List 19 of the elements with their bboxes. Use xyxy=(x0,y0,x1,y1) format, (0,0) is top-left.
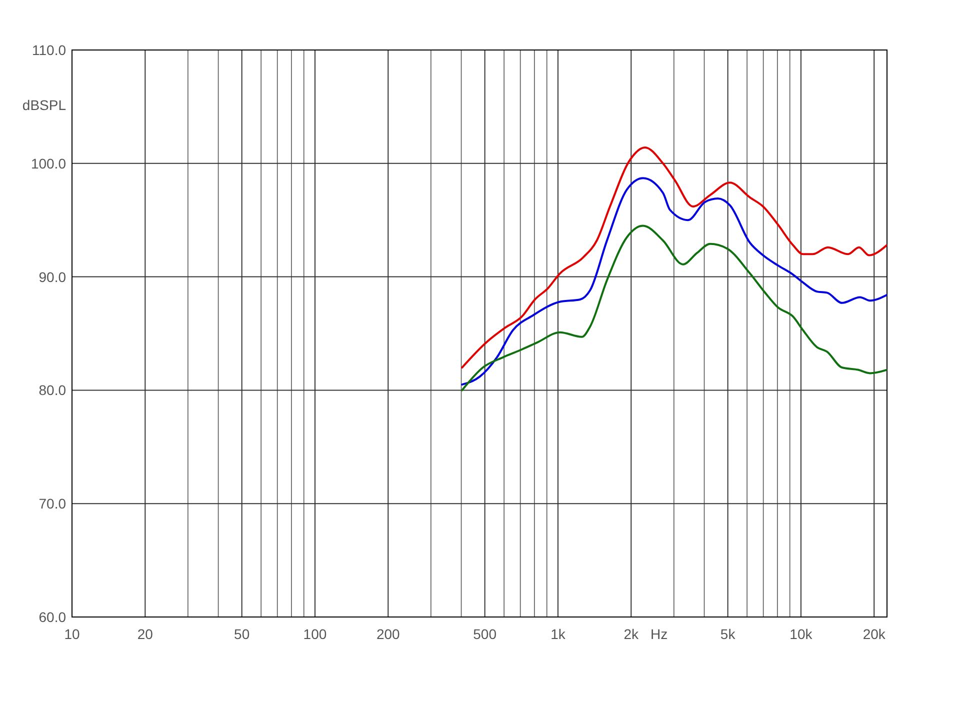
x-tick-label: 20 xyxy=(137,626,154,642)
y-tick-label: 100.0 xyxy=(30,155,66,172)
y-tick-label: 110.0 xyxy=(32,42,66,58)
x-tick-label: 10k xyxy=(790,626,814,642)
x-tick-label: 100 xyxy=(303,626,327,642)
x-tick-label: 5k xyxy=(720,626,736,642)
x-tick-label: 500 xyxy=(473,626,497,642)
y-tick-label: 90.0 xyxy=(38,268,66,285)
x-tick-label: 50 xyxy=(234,626,250,642)
x-tick-label: 2k xyxy=(624,626,640,642)
y-axis-title: dBSPL xyxy=(22,97,66,113)
x-tick-label: 10 xyxy=(64,626,80,642)
y-tick-label: 60.0 xyxy=(38,609,66,625)
y-tick-label: 80.0 xyxy=(38,382,66,398)
x-tick-label: 200 xyxy=(376,626,400,642)
x-axis-title: Hz xyxy=(650,626,668,642)
x-tick-label: 1k xyxy=(550,626,566,642)
y-tick-label: 70.0 xyxy=(38,496,66,512)
x-tick-label: 20k xyxy=(862,626,886,642)
